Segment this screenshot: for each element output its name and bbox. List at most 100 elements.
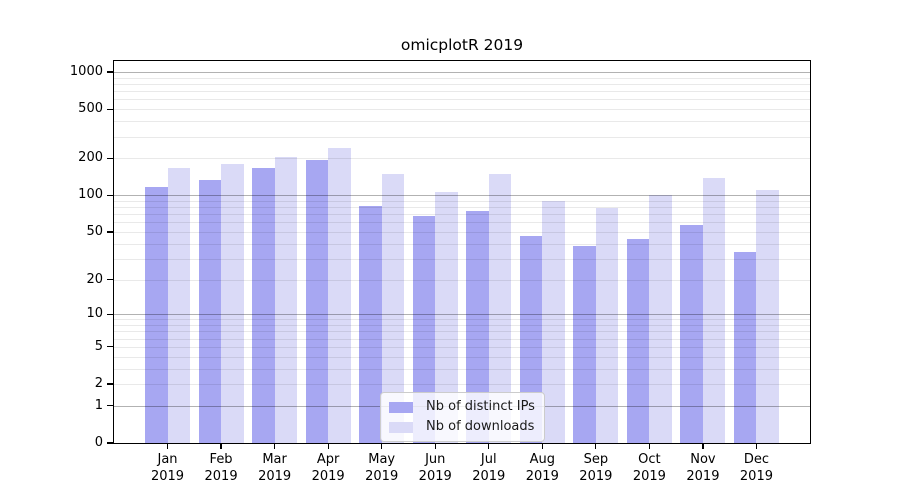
y-tick-label-1: 1 xyxy=(94,397,103,413)
gridline-minor-500 xyxy=(114,109,810,111)
bar-downloads-dec xyxy=(756,189,779,443)
legend-swatch-distinct-ips-icon xyxy=(389,401,413,413)
gridline-minor-80 xyxy=(114,207,810,209)
x-tick-year: 2019 xyxy=(472,468,506,484)
bar-ips-jun xyxy=(412,215,436,443)
gridline-minor-70 xyxy=(114,214,810,216)
bar-downloads-mar xyxy=(274,156,298,443)
x-tick-label-sep: Sep 2019 xyxy=(564,452,628,485)
gridline-minor-6 xyxy=(114,338,810,340)
x-tick-mark-jun xyxy=(434,444,436,450)
bar-ips-apr xyxy=(305,160,329,443)
y-tick-label-20: 20 xyxy=(86,271,103,287)
x-tick-year: 2019 xyxy=(258,468,292,484)
y-tick-label-2: 2 xyxy=(94,376,103,391)
x-tick-year: 2019 xyxy=(418,468,452,484)
gridline-minor-50 xyxy=(114,231,810,233)
bar-downloads-feb xyxy=(221,163,244,443)
bar-downloads-nov xyxy=(702,178,726,443)
bar-downloads-jun xyxy=(435,192,458,443)
gridline-minor-4 xyxy=(114,356,810,358)
bar-ips-jul xyxy=(466,211,489,443)
x-tick-mark-oct xyxy=(648,444,651,450)
x-tick-mark-may xyxy=(381,444,383,450)
legend: Nb of distinct IPs Nb of downloads xyxy=(380,392,545,442)
x-tick-label-jun: Jun 2019 xyxy=(403,452,467,485)
x-tick-mark-nov xyxy=(702,444,704,450)
x-tick-label-jan: Jan 2019 xyxy=(136,452,200,485)
gridline-minor-700 xyxy=(114,91,810,93)
bar-downloads-may xyxy=(381,174,405,443)
y-tick-mark-200 xyxy=(107,157,113,159)
y-tick-label-10: 10 xyxy=(86,306,103,322)
x-tick-year: 2019 xyxy=(686,468,720,484)
y-tick-mark-1 xyxy=(107,405,113,407)
y-tick-mark-500 xyxy=(107,108,113,110)
x-tick-month: Feb xyxy=(209,452,233,467)
legend-row-downloads: Nb of downloads xyxy=(389,417,535,437)
bar-downloads-jan xyxy=(167,167,191,443)
x-tick-label-may: May 2019 xyxy=(350,452,414,485)
x-tick-mark-jan xyxy=(166,444,169,450)
x-tick-label-apr: Apr 2019 xyxy=(296,452,360,485)
y-tick-label-200: 200 xyxy=(78,150,103,166)
plot-area xyxy=(113,60,811,444)
x-tick-year: 2019 xyxy=(365,468,399,484)
gridline-minor-30 xyxy=(114,258,810,260)
x-tick-label-aug: Aug 2019 xyxy=(510,452,574,485)
x-tick-label-mar: Mar 2019 xyxy=(243,452,307,485)
bar-ips-oct xyxy=(626,238,650,443)
x-tick-mark-dec xyxy=(755,444,758,450)
bar-ips-nov xyxy=(680,224,703,443)
x-tick-month: Jan xyxy=(157,452,178,467)
y-tick-label-100: 100 xyxy=(78,187,103,203)
x-tick-mark-apr xyxy=(327,444,329,450)
x-tick-year: 2019 xyxy=(150,468,185,484)
legend-label-distinct-ips: Nb of distinct IPs xyxy=(426,399,535,414)
bar-downloads-aug xyxy=(542,200,565,443)
bar-ips-jan xyxy=(145,186,168,443)
gridline-major-1000 xyxy=(114,71,810,73)
x-tick-label-jul: Jul 2019 xyxy=(457,452,521,485)
legend-swatch-downloads-icon xyxy=(389,421,413,433)
gridline-minor-20 xyxy=(114,279,810,281)
x-tick-mark-feb xyxy=(220,444,222,450)
bar-downloads-jul xyxy=(488,174,512,443)
x-tick-label-feb: Feb 2019 xyxy=(189,452,253,485)
grid-layer xyxy=(114,61,810,443)
y-tick-mark-5 xyxy=(107,346,113,348)
y-tick-mark-20 xyxy=(107,278,113,281)
x-tick-month: Jun xyxy=(425,452,446,467)
bar-downloads-sep xyxy=(595,207,619,443)
y-tick-mark-50 xyxy=(107,231,113,233)
gridline-major-100 xyxy=(114,195,810,197)
x-tick-month: Oct xyxy=(638,452,661,467)
x-tick-year: 2019 xyxy=(579,468,613,484)
x-tick-month: Mar xyxy=(262,452,287,467)
x-tick-year: 2019 xyxy=(632,468,666,484)
y-tick-mark-1000 xyxy=(107,71,113,73)
bar-ips-dec xyxy=(733,252,757,443)
y-tick-mark-2 xyxy=(107,383,113,385)
x-tick-month: Nov xyxy=(690,452,716,467)
gridline-minor-9 xyxy=(114,319,810,321)
x-tick-year: 2019 xyxy=(311,468,345,484)
gridline-minor-200 xyxy=(114,158,810,160)
y-tick-label-1000: 1000 xyxy=(69,63,103,79)
y-tick-label-50: 50 xyxy=(86,223,103,239)
x-tick-label-oct: Oct 2019 xyxy=(617,452,681,485)
bar-ips-aug xyxy=(519,236,543,443)
x-tick-month: Dec xyxy=(743,452,770,467)
gridline-minor-7 xyxy=(114,331,810,333)
gridline-minor-8 xyxy=(114,325,810,326)
gridline-minor-3 xyxy=(114,368,810,370)
bar-ips-may xyxy=(359,205,382,443)
x-tick-mark-aug xyxy=(541,444,543,450)
gridline-major-10 xyxy=(114,314,810,316)
x-tick-month: Sep xyxy=(583,452,609,467)
bar-ips-feb xyxy=(198,179,222,443)
x-tick-month: Aug xyxy=(529,452,555,467)
gridline-minor-60 xyxy=(114,222,810,224)
y-tick-label-0: 0 xyxy=(94,435,103,450)
